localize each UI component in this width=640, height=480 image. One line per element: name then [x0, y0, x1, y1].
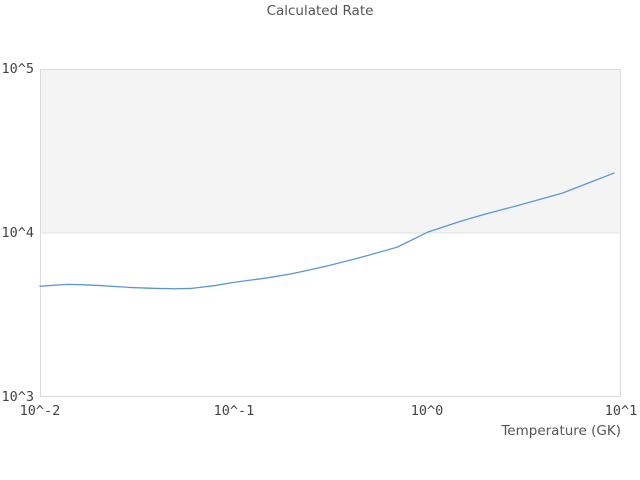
y-tick-1e3: 10^3	[1, 389, 34, 405]
rate-line	[39, 172, 615, 290]
y-tick-1e5: 10^5	[1, 61, 34, 77]
plot-border	[40, 69, 621, 397]
x-tick-1e0: 10^0	[410, 403, 444, 419]
x-tick-1e-1: 10^-1	[213, 403, 255, 419]
y-tick-1e4: 10^4	[1, 225, 34, 241]
x-tick-1e-2: 10^-2	[19, 403, 61, 419]
shaded-band-1e4-1e5	[40, 69, 621, 233]
chart-title: Calculated Rate	[266, 3, 374, 19]
x-tick-1e1: 10^1	[604, 403, 638, 419]
x-axis-title: Temperature (GK)	[501, 423, 621, 439]
